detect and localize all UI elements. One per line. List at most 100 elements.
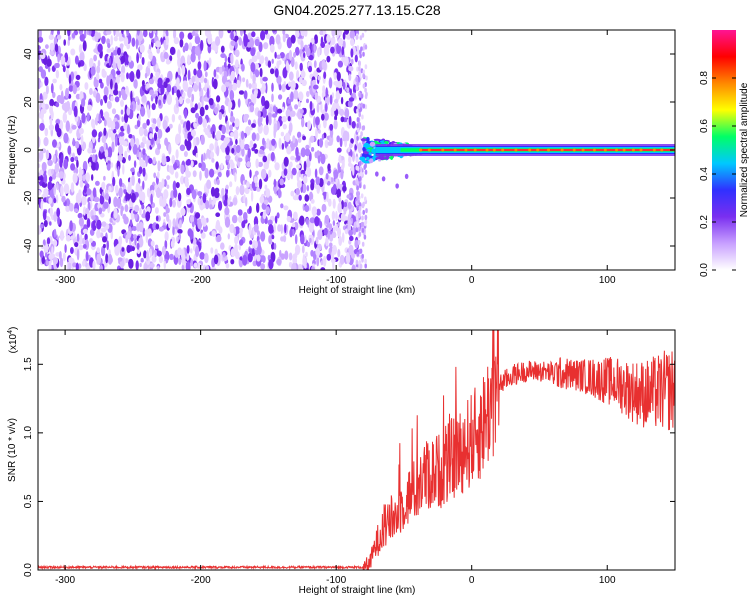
spectrogram-noise-cell xyxy=(265,82,268,94)
spectrogram-noise-cell xyxy=(231,214,238,224)
spectrogram-noise-cell xyxy=(54,162,60,174)
spectrogram-y-tick-label: -40 xyxy=(23,238,34,253)
spectrogram-noise-cell xyxy=(111,108,117,115)
spectrogram-band-peak-dot xyxy=(485,148,489,152)
spectrogram-noise-cell xyxy=(185,170,191,178)
spectrogram-noise-cell xyxy=(318,177,324,188)
spectrogram-noise-cell xyxy=(342,130,349,141)
spectrogram-noise-cell xyxy=(56,207,61,218)
spectrogram-noise-cell xyxy=(180,89,183,95)
spectrogram-signal-cell xyxy=(359,156,366,161)
spectrogram-noise-cell xyxy=(206,188,210,194)
spectrogram-noise-cell xyxy=(346,252,350,258)
spectrogram-noise-cell xyxy=(356,108,359,114)
spectrogram-noise-cell xyxy=(148,157,153,164)
spectrogram-noise-cell xyxy=(121,65,126,75)
spectrogram-noise-cell xyxy=(218,30,224,39)
spectrogram-noise-cell xyxy=(323,44,330,57)
spectrogram-noise-cell xyxy=(341,200,344,210)
spectrogram-noise-cell xyxy=(317,75,321,81)
spectrogram-noise-cell xyxy=(187,87,192,99)
spectrogram-noise-cell xyxy=(335,90,341,100)
spectrogram-noise-cell xyxy=(184,131,188,140)
spectrogram-noise-cell xyxy=(315,37,318,43)
spectrogram-noise-cell xyxy=(99,264,103,270)
spectrogram-noise-cell xyxy=(295,187,300,196)
spectrogram-noise-cell xyxy=(356,194,360,200)
spectrogram-noise-cell xyxy=(142,148,146,156)
spectrogram-noise-cell xyxy=(243,30,246,36)
spectrogram-noise-cell xyxy=(150,240,155,247)
spectrogram-noise-cell xyxy=(220,143,224,151)
spectrogram-noise-cell xyxy=(235,144,241,154)
spectrogram-noise-cell xyxy=(317,155,321,164)
spectrogram-noise-cell xyxy=(169,253,174,261)
spectrogram-noise-cell xyxy=(295,30,300,38)
spectrogram-noise-cell xyxy=(163,81,168,89)
spectrogram-noise-cell xyxy=(333,72,338,80)
spectrogram-noise-cell xyxy=(350,138,354,144)
spectrogram-noise-cell xyxy=(93,78,99,88)
spectrogram-noise-cell xyxy=(110,95,114,102)
spectrogram-noise-cell xyxy=(118,90,122,99)
spectrogram-noise-cell xyxy=(176,236,179,243)
spectrogram-noise-cell xyxy=(82,175,86,182)
spectrogram-noise-cell xyxy=(343,56,349,67)
spectrogram-noise-cell xyxy=(218,112,223,120)
spectrogram-noise-cell xyxy=(258,149,265,155)
spectrogram-noise-cell xyxy=(40,109,44,120)
spectrogram-noise-cell xyxy=(53,228,57,238)
spectrogram-noise-cell xyxy=(315,127,318,139)
spectrogram-noise-cell xyxy=(171,86,175,96)
spectrogram-noise-cell xyxy=(66,60,70,66)
spectrogram-noise-cell xyxy=(125,234,129,244)
spectrogram-noise-cell xyxy=(67,39,70,46)
spectrogram-noise-cell xyxy=(267,219,273,226)
spectrogram-noise-cell xyxy=(49,42,55,52)
spectrogram-noise-cell xyxy=(149,89,155,96)
spectrogram-noise-cell xyxy=(130,138,135,148)
spectrogram-noise-cell xyxy=(38,36,44,43)
spectrogram-noise-cell xyxy=(278,84,282,91)
spectrogram-noise-cell xyxy=(274,68,279,78)
spectrogram-noise-cell xyxy=(172,218,176,228)
spectrogram-noise-cell xyxy=(163,93,167,100)
spectrogram-band-peak-dot xyxy=(622,148,626,152)
spectrogram-noise-cell xyxy=(79,234,83,243)
spectrogram-noise-cell xyxy=(305,47,311,57)
spectrogram-noise-cell xyxy=(75,93,81,100)
spectrogram-noise-cell xyxy=(269,106,273,113)
spectrogram-band-peak-dot xyxy=(660,148,664,152)
spectrogram-noise-cell xyxy=(69,220,73,232)
spectrogram-noise-cell xyxy=(70,48,76,56)
spectrogram-noise-cell xyxy=(142,180,145,190)
spectrogram-noise-cell xyxy=(329,123,334,131)
spectrogram-noise-cell xyxy=(213,254,219,265)
spectrogram-noise-cell xyxy=(360,222,364,228)
spectrogram-noise-cell xyxy=(216,178,220,186)
spectrogram-noise-cell xyxy=(325,173,329,180)
spectrogram-noise-cell xyxy=(146,104,150,115)
spectrogram-noise-cell xyxy=(85,207,90,215)
spectrogram-noise-cell xyxy=(77,212,83,219)
spectrogram-noise-cell xyxy=(113,30,116,36)
snr-x-label: Height of straight line (km) xyxy=(299,585,416,596)
spectrogram-noise-cell xyxy=(103,111,110,120)
spectrogram-noise-cell xyxy=(83,185,87,194)
spectrogram-noise-cell xyxy=(348,229,354,237)
spectrogram-noise-cell xyxy=(140,106,146,117)
spectrogram-noise-cell xyxy=(287,98,292,104)
spectrogram-noise-cell xyxy=(171,113,176,123)
spectrogram-noise-cell xyxy=(175,182,180,189)
spectrogram-noise-cell xyxy=(336,188,342,199)
spectrogram-noise-cell xyxy=(238,90,245,95)
spectrogram-noise-cell xyxy=(55,194,59,204)
spectrogram-noise-cell xyxy=(103,118,107,127)
spectrogram-noise-cell xyxy=(323,71,327,79)
spectrogram-noise-cell xyxy=(234,172,237,183)
spectrogram-noise-cell xyxy=(118,32,122,42)
spectrogram-noise-cell xyxy=(110,120,116,130)
spectrogram-noise-cell xyxy=(69,203,74,212)
spectrogram-noise-cell xyxy=(278,137,282,149)
spectrogram-noise-cell xyxy=(138,221,144,233)
